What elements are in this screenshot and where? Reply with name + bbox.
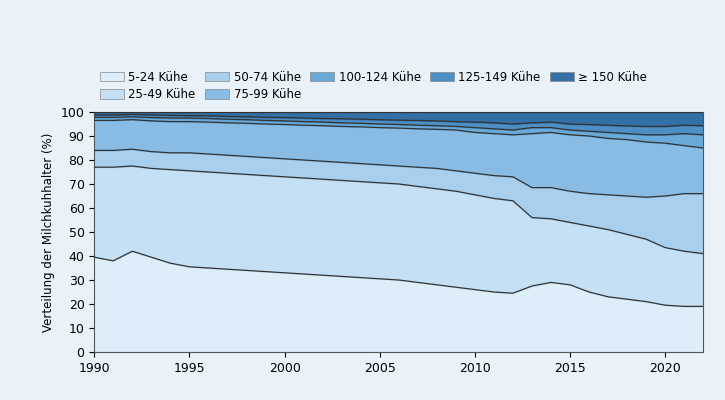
Legend: 5-24 Kühe, 25-49 Kühe, 50-74 Kühe, 75-99 Kühe, 100-124 Kühe, 125-149 Kühe, ≥ 150: 5-24 Kühe, 25-49 Kühe, 50-74 Kühe, 75-99… [100, 70, 647, 101]
Y-axis label: Verteilung der Milchkuhhalter (%): Verteilung der Milchkuhhalter (%) [42, 132, 55, 332]
